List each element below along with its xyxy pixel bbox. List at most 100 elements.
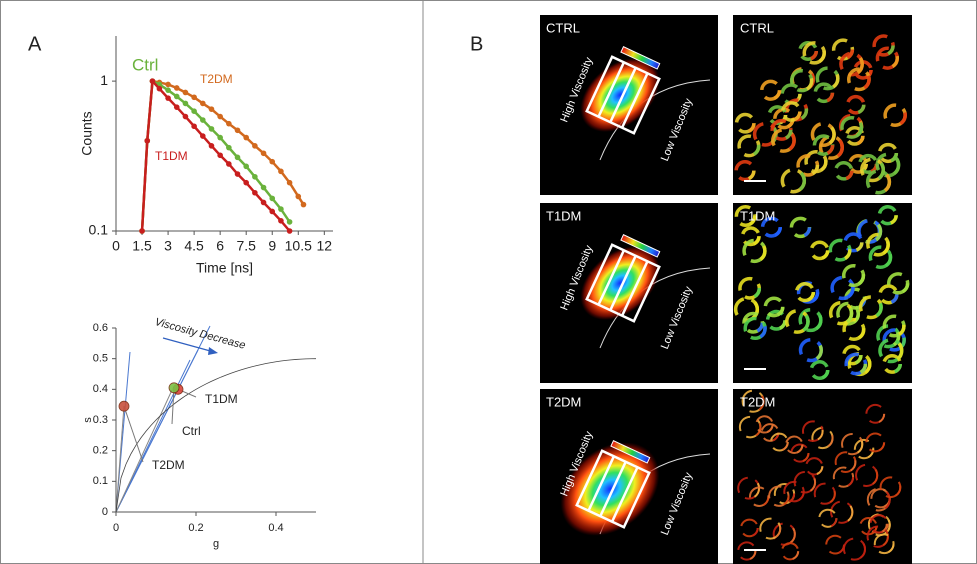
y-tick-label: 0.6 (93, 322, 108, 334)
cell-ring (833, 161, 854, 181)
x-tick-label: 1.5 (132, 238, 152, 254)
cell-ring (873, 533, 895, 555)
image-label: T2DM (740, 394, 775, 409)
data-point (269, 195, 276, 202)
data-point (234, 154, 241, 161)
cell-ring (882, 328, 906, 352)
y-tick-label: 0.1 (93, 475, 108, 487)
cell-ring (810, 121, 836, 148)
cell-ring (734, 204, 757, 227)
data-point (200, 100, 206, 107)
cell-ring (780, 542, 800, 561)
y-tick-label: 0.2 (93, 445, 108, 457)
cell-ring (853, 438, 875, 460)
cell-ring (866, 525, 889, 548)
y-tick-label: 0 (102, 506, 108, 518)
cell-ring (860, 157, 886, 183)
x-axis-label: Time [ns] (196, 260, 253, 276)
cell-ring (841, 432, 864, 456)
cell-ring (780, 83, 802, 105)
data-point (165, 95, 171, 101)
data-point (226, 161, 232, 167)
cell-ring (772, 522, 796, 546)
cell-ring (783, 480, 805, 503)
cell-ring (839, 51, 864, 77)
cell-ring (866, 487, 891, 512)
panel-label: A (28, 33, 42, 55)
cell-ring (801, 420, 824, 442)
cell-ring (790, 443, 810, 463)
cell-ring (763, 296, 785, 318)
data-point (286, 219, 293, 225)
series-label: T2DM (200, 72, 233, 86)
y-axis-label: Counts (79, 111, 95, 155)
roi-stripe (609, 255, 637, 311)
x-tick-label: 0 (113, 522, 119, 534)
data-point (234, 127, 241, 134)
data-point (139, 228, 145, 234)
cell-ring (741, 389, 765, 413)
data-point (260, 199, 267, 206)
data-point (217, 113, 223, 120)
data-point (217, 152, 223, 159)
cell-ring (784, 98, 809, 122)
cell-ring (755, 415, 774, 434)
x-tick-label: 3 (164, 238, 172, 254)
roi-box (585, 234, 661, 323)
cell-ring (738, 276, 762, 300)
cell-ring (842, 537, 867, 561)
cell-ring (877, 142, 899, 164)
data-point (243, 163, 249, 170)
cell-ring (798, 40, 819, 61)
roi-stripe (597, 249, 626, 306)
data-point (182, 100, 189, 107)
data-point (260, 184, 267, 191)
x-tick-label: 6 (216, 238, 224, 254)
cell-ring (760, 216, 783, 238)
cell-ring (857, 218, 883, 244)
roi-stripe (620, 260, 649, 317)
cell-ring (760, 423, 780, 442)
x-axis-label: g (213, 538, 219, 550)
panel-label: B (470, 33, 483, 55)
color-bar (610, 440, 651, 464)
cell-ring (875, 46, 900, 70)
cell-ring (768, 485, 790, 507)
x-tick-label: 0.2 (188, 522, 203, 534)
cell-ring (834, 451, 857, 473)
cell-ring (842, 317, 866, 341)
data-point (173, 93, 180, 100)
arrow-head (208, 347, 218, 355)
cell-ring (832, 466, 855, 488)
phasor-label: T1DM (546, 208, 581, 223)
roi-stripe (599, 461, 627, 517)
roi-box (575, 440, 651, 529)
y-tick-label: 0.4 (93, 383, 108, 395)
phasor-label: CTRL (546, 20, 580, 35)
cell-ring (789, 68, 814, 93)
cell-ring (760, 79, 782, 101)
point-label: Ctrl (182, 424, 201, 438)
cell-ring (878, 338, 904, 364)
roi-stripe (597, 61, 626, 118)
cell-ring (813, 82, 835, 104)
y-tick-label: 1 (100, 72, 108, 88)
cell-ring (846, 67, 871, 92)
data-point (278, 168, 284, 175)
cell-ring (767, 105, 788, 125)
cell-ring (812, 134, 835, 156)
cell-ring (798, 338, 823, 363)
cell-ring (805, 457, 824, 476)
cell-ring (818, 134, 844, 160)
data-point (243, 134, 249, 141)
cell-ring (733, 296, 760, 322)
image-label: CTRL (740, 20, 774, 35)
color-bar (620, 46, 661, 70)
cell-ring (842, 344, 863, 366)
arrow (162, 337, 215, 353)
cell-ring (734, 112, 756, 134)
phasor-label: T2DM (546, 394, 581, 409)
data-point (269, 208, 276, 215)
